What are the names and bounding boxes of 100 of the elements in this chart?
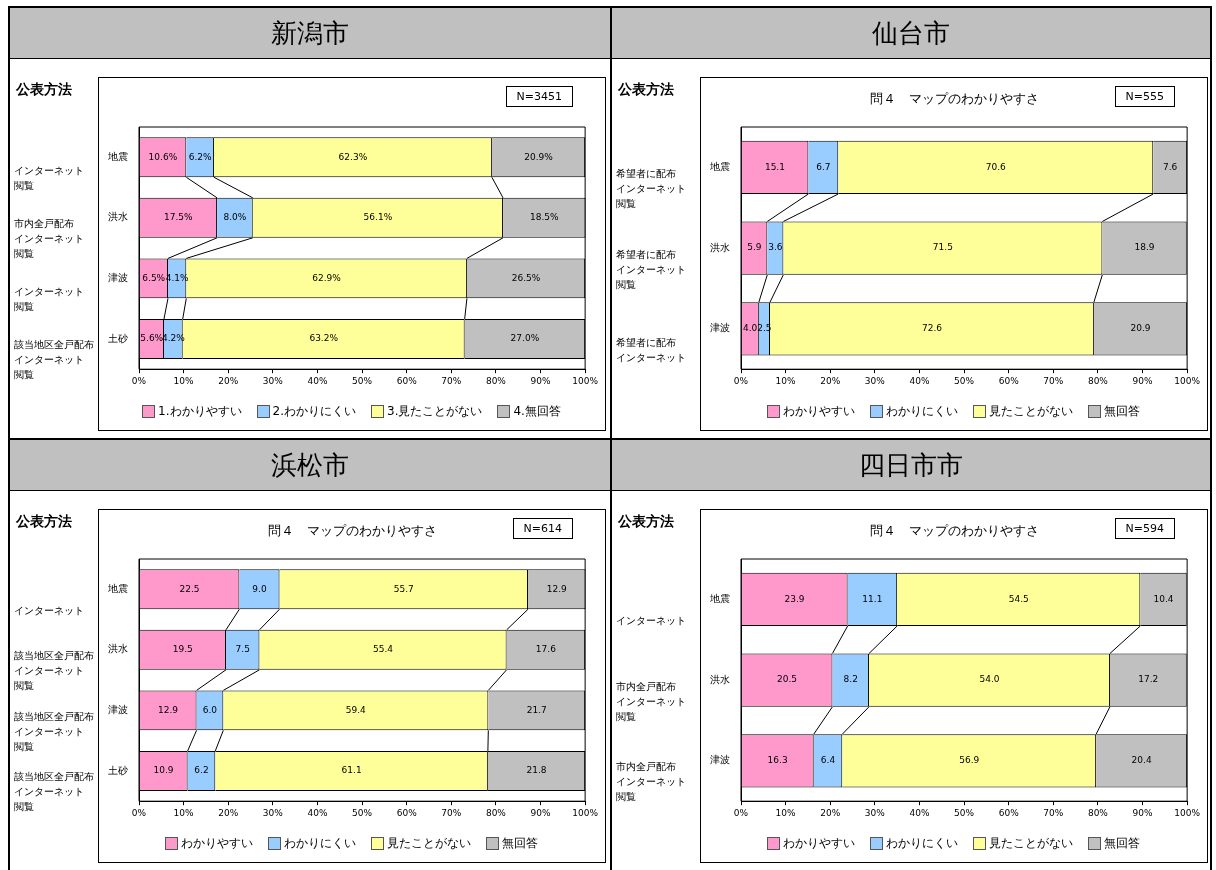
data-label: 55.7 — [393, 583, 414, 594]
x-tick-label: 90% — [530, 375, 551, 386]
data-label: 72.6 — [921, 323, 943, 334]
chart-subtitle: 問４ マップのわかりやすさ — [267, 523, 437, 538]
x-tick-label: 30% — [262, 375, 284, 386]
data-label: 6.7 — [816, 161, 831, 172]
legend-label: 見たことがない — [989, 403, 1073, 420]
x-tick-label: 90% — [1132, 807, 1153, 818]
data-label: 21.7 — [526, 704, 547, 715]
x-tick-label: 100% — [1174, 807, 1201, 818]
text: インターネット閲覧 — [14, 285, 85, 315]
x-tick-label: 50% — [352, 807, 373, 818]
text: インターネット — [616, 613, 687, 628]
data-label: 12.9 — [546, 583, 568, 594]
x-tick-label: 70% — [1043, 807, 1064, 818]
x-tick-label: 60% — [396, 375, 418, 386]
data-label: 61.1 — [341, 765, 362, 776]
data-label: 10.9 — [153, 765, 174, 776]
data-label: 20.5 — [776, 674, 797, 685]
x-tick-label: 40% — [909, 807, 930, 818]
x-tick-label: 90% — [530, 807, 551, 818]
y-tick-label: 津波 — [710, 754, 730, 766]
data-label: 62.3% — [338, 151, 368, 162]
data-label: 12.9 — [158, 704, 179, 715]
x-tick-label: 50% — [352, 375, 373, 386]
data-label: 6.2 — [194, 765, 209, 776]
data-label: 19.5 — [172, 644, 193, 655]
text: 該当地区全戸配布インターネット閲覧 — [14, 338, 95, 383]
y-tick-label: 地震 — [709, 160, 730, 172]
x-tick-label: 70% — [441, 807, 462, 818]
chart-title: 仙台市 — [612, 6, 1210, 59]
legend-label: わかりにくい — [886, 835, 958, 852]
x-tick-label: 100% — [1174, 375, 1201, 386]
data-label: 56.1% — [363, 212, 393, 223]
legend-label: 4.無回答 — [513, 403, 561, 420]
y-tick-label: 洪水 — [108, 211, 128, 223]
y-tick-label: 津波 — [108, 271, 128, 283]
legend-label: わかりにくい — [886, 403, 958, 420]
y-tick-label: 洪水 — [108, 643, 128, 655]
data-label: 9.0 — [252, 583, 267, 594]
text: 該当地区全戸配布インターネット閲覧 — [14, 770, 95, 815]
data-label: 56.9 — [959, 755, 980, 766]
y-tick-label: 洪水 — [710, 673, 730, 685]
y-tick-label: 土砂 — [108, 332, 128, 344]
data-label: 21.8 — [526, 765, 547, 776]
text: インターネット — [14, 603, 85, 618]
chart-subtitle: 問４ マップのわかりやすさ — [869, 523, 1039, 538]
y-tick-label: 地震 — [709, 592, 730, 604]
legend-label: 1.わかりやすい — [158, 403, 242, 420]
x-tick-label: 20% — [820, 375, 841, 386]
x-tick-label: 0% — [733, 375, 749, 386]
x-tick-label: 20% — [820, 807, 841, 818]
x-tick-label: 80% — [485, 375, 507, 386]
data-label: 6.0 — [202, 704, 218, 715]
x-tick-label: 100% — [572, 375, 599, 386]
x-tick-label: 30% — [864, 807, 886, 818]
text: 希望者に配布インターネット閲覧 — [616, 247, 687, 292]
x-tick-label: 40% — [909, 375, 930, 386]
y-tick-label: 地震 — [107, 582, 128, 594]
x-tick-label: 10% — [775, 807, 797, 818]
data-label: 8.0% — [223, 212, 247, 223]
data-label: 7.6 — [1163, 161, 1178, 172]
legend-label: わかりやすい — [181, 835, 253, 852]
x-tick-label: 0% — [131, 807, 147, 818]
data-label: 23.9 — [784, 593, 805, 604]
x-tick-label: 40% — [307, 375, 328, 386]
data-label: 6.4 — [820, 755, 836, 766]
x-tick-label: 60% — [998, 807, 1020, 818]
x-tick-label: 50% — [954, 807, 975, 818]
data-label: 6.2% — [188, 151, 212, 162]
x-tick-label: 70% — [441, 375, 462, 386]
data-label: 55.4 — [373, 644, 394, 655]
y-tick-label: 津波 — [108, 703, 128, 715]
legend-label: 見たことがない — [387, 835, 471, 852]
x-tick-label: 20% — [218, 807, 239, 818]
data-label: 71.5 — [932, 242, 953, 253]
data-label: 10.4 — [1153, 593, 1174, 604]
x-tick-label: 60% — [396, 807, 418, 818]
x-tick-label: 80% — [485, 807, 507, 818]
text: 市内全戸配布インターネット閲覧 — [616, 679, 687, 724]
text: 該当地区全戸配布インターネット閲覧 — [14, 649, 95, 694]
data-label: 27.0% — [510, 333, 540, 344]
x-tick-label: 80% — [1087, 807, 1109, 818]
data-label: 15.1 — [764, 161, 785, 172]
data-label: 16.3 — [767, 755, 788, 766]
text: 公表方法 — [16, 81, 72, 99]
data-label: 8.2 — [843, 674, 858, 685]
y-tick-label: 地震 — [107, 150, 128, 162]
x-tick-label: 80% — [1087, 375, 1109, 386]
x-tick-label: 10% — [775, 375, 797, 386]
legend-label: 見たことがない — [989, 835, 1073, 852]
data-label: 7.5 — [235, 644, 250, 655]
x-tick-label: 10% — [173, 375, 195, 386]
data-label: 3.6 — [768, 242, 783, 253]
data-label: 20.4 — [1131, 755, 1152, 766]
data-label: 10.6% — [148, 151, 178, 162]
legend-label: 2.わかりにくい — [272, 403, 356, 420]
data-label: 18.9 — [1134, 242, 1155, 253]
x-tick-label: 100% — [572, 807, 599, 818]
data-label: 59.4 — [345, 704, 367, 715]
